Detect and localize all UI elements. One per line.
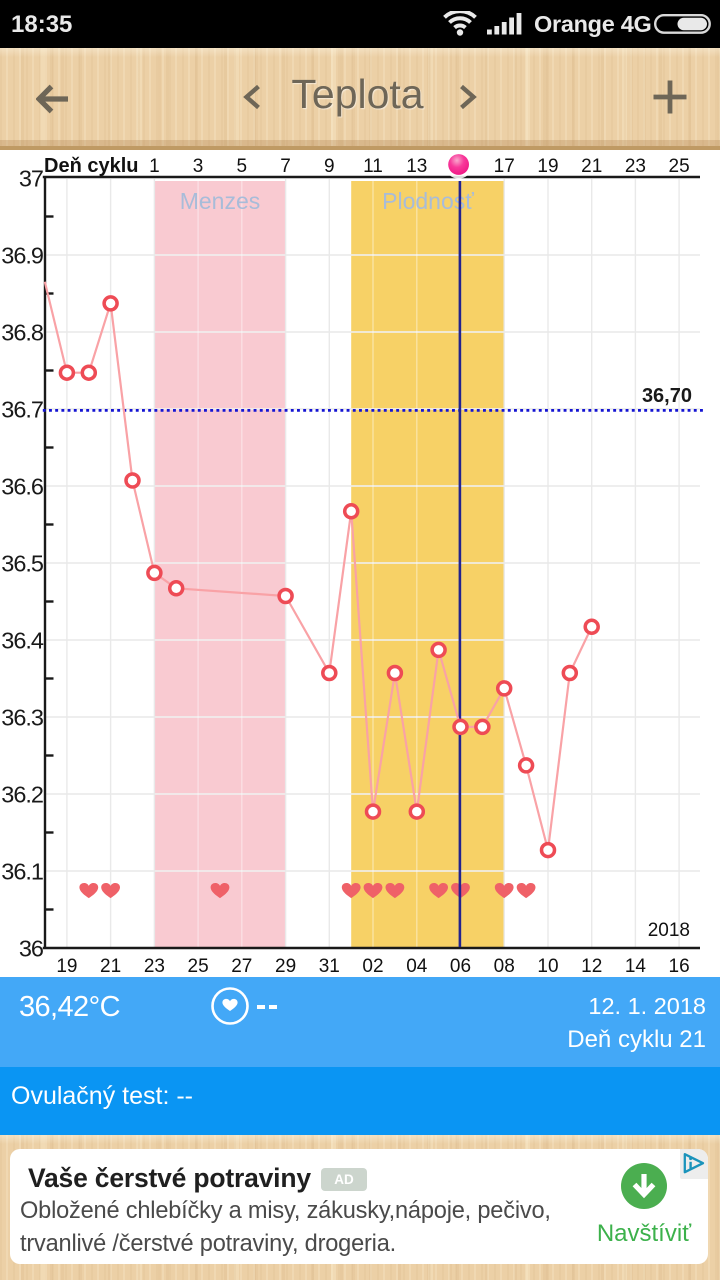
svg-text:25: 25 <box>669 156 690 177</box>
svg-text:7: 7 <box>280 156 291 177</box>
svg-text:08: 08 <box>494 956 515 977</box>
svg-text:36.4: 36.4 <box>1 627 44 653</box>
svg-text:23: 23 <box>144 956 165 977</box>
svg-text:21: 21 <box>581 156 602 177</box>
svg-text:17: 17 <box>494 156 515 177</box>
svg-text:13: 13 <box>406 156 427 177</box>
svg-text:2018: 2018 <box>648 920 690 941</box>
svg-text:19: 19 <box>537 156 558 177</box>
svg-text:23: 23 <box>625 156 646 177</box>
svg-text:36: 36 <box>19 935 44 961</box>
svg-text:21: 21 <box>100 956 121 977</box>
svg-text:9: 9 <box>324 156 335 177</box>
svg-text:19: 19 <box>56 956 77 977</box>
svg-text:36.3: 36.3 <box>1 704 44 730</box>
svg-text:36.6: 36.6 <box>1 473 44 499</box>
svg-text:14: 14 <box>625 956 647 977</box>
svg-text:36.7: 36.7 <box>1 396 43 422</box>
svg-text:37: 37 <box>19 165 43 191</box>
svg-text:10: 10 <box>537 956 558 977</box>
svg-text:11: 11 <box>363 156 383 177</box>
svg-text:27: 27 <box>231 956 252 977</box>
svg-text:Deň cyklu: Deň cyklu <box>44 155 138 177</box>
svg-text:3: 3 <box>193 156 204 177</box>
svg-text:12: 12 <box>581 956 602 977</box>
svg-text:Menzes: Menzes <box>180 188 261 214</box>
svg-text:5: 5 <box>237 156 248 177</box>
svg-text:36.1: 36.1 <box>1 858 43 884</box>
svg-text:06: 06 <box>450 956 471 977</box>
svg-text:1: 1 <box>149 156 160 177</box>
svg-text:16: 16 <box>669 956 690 977</box>
svg-text:36.5: 36.5 <box>1 550 44 576</box>
svg-text:36.2: 36.2 <box>1 781 43 807</box>
svg-text:36.8: 36.8 <box>1 319 44 345</box>
svg-text:02: 02 <box>362 956 383 977</box>
svg-text:04: 04 <box>406 956 428 977</box>
svg-text:29: 29 <box>275 956 296 977</box>
svg-text:36,70: 36,70 <box>642 385 692 407</box>
svg-text:36.9: 36.9 <box>1 242 43 268</box>
svg-text:31: 31 <box>319 956 340 977</box>
svg-text:25: 25 <box>188 956 209 977</box>
